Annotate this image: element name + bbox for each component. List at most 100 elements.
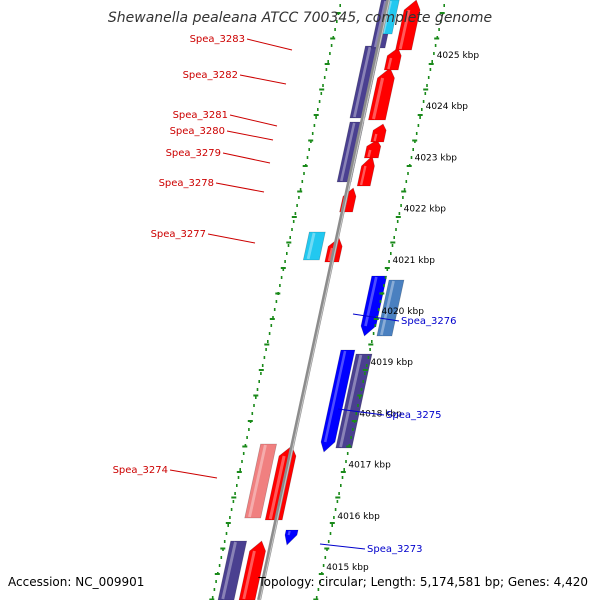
gene-feature-right-3 bbox=[376, 279, 405, 337]
tick-dot-right bbox=[336, 500, 339, 503]
gene-feature-left-9 bbox=[363, 139, 382, 159]
tick-dot-left bbox=[317, 108, 319, 111]
tick-mark-left bbox=[319, 88, 325, 91]
tick-dot-right bbox=[338, 492, 340, 495]
gene-leader-line bbox=[229, 114, 278, 127]
tick-dot-left bbox=[263, 356, 266, 359]
tick-dot-right bbox=[402, 196, 404, 199]
tick-dot-right bbox=[345, 460, 347, 463]
tick-dot-left bbox=[334, 28, 336, 31]
gene-feature-right-4 bbox=[284, 529, 299, 546]
tick-dot-left bbox=[329, 52, 331, 55]
tick-dot-left bbox=[215, 580, 217, 583]
tick-dot-right bbox=[379, 300, 382, 303]
tick-dot-right bbox=[319, 580, 321, 583]
tick-dot-right bbox=[403, 188, 406, 191]
tick-dot-left bbox=[330, 44, 333, 47]
tick-dot-left bbox=[336, 20, 338, 23]
tick-dot-left bbox=[294, 212, 297, 215]
gene-feature-left-3-shine bbox=[242, 550, 256, 600]
tick-mark-right bbox=[395, 216, 401, 218]
backbone-layer bbox=[257, 0, 391, 600]
tick-dot-left bbox=[325, 68, 328, 71]
tick-mark-right bbox=[423, 88, 429, 91]
tick-dot-right bbox=[364, 372, 366, 375]
tick-dot-right bbox=[433, 52, 435, 55]
tick-dot-left bbox=[265, 348, 267, 351]
tick-dot-left bbox=[289, 236, 291, 239]
tick-dot-left bbox=[273, 308, 276, 311]
tick-dot-left bbox=[223, 540, 226, 543]
gene-feature-left-13-shine bbox=[387, 57, 393, 70]
gene-leader-line bbox=[169, 469, 218, 479]
tick-dot-right bbox=[419, 116, 421, 119]
tick-mark-left bbox=[297, 190, 303, 193]
kbp-tick-label: 4015 kbp bbox=[326, 563, 369, 573]
gene-feature-left-12 bbox=[368, 67, 395, 121]
tick-dot-right bbox=[422, 100, 425, 103]
gene-label: Spea_3281 bbox=[173, 110, 228, 121]
tick-dot-left bbox=[291, 228, 293, 231]
gene-feature-left-8-shine bbox=[359, 165, 367, 186]
tick-dot-left bbox=[234, 492, 236, 495]
gene-label: Spea_3275 bbox=[386, 410, 441, 421]
gene-label: Spea_3273 bbox=[367, 544, 422, 555]
tick-dot-right bbox=[426, 84, 428, 87]
gene-feature-right-0 bbox=[320, 349, 356, 453]
kbp-tick-label: 4017 kbp bbox=[348, 461, 391, 471]
tick-dot-right bbox=[346, 452, 349, 455]
tick-dot-right bbox=[369, 348, 371, 351]
tick-dot-right bbox=[398, 212, 401, 215]
tick-dot-right bbox=[415, 132, 418, 135]
tick-dot-left bbox=[339, 4, 341, 7]
gene-leader-line bbox=[352, 313, 400, 322]
gene-feature-left-11-shine bbox=[353, 46, 372, 118]
tick-mark-right bbox=[368, 343, 374, 346]
tick-mark-right bbox=[401, 190, 407, 193]
tick-mark-left bbox=[225, 522, 231, 524]
tick-mark-left bbox=[220, 547, 226, 550]
gene-label: Spea_3280 bbox=[170, 126, 225, 137]
tick-dot-right bbox=[333, 516, 335, 519]
tick-dot-right bbox=[395, 228, 397, 231]
tick-dot-right bbox=[327, 540, 330, 543]
tick-dot-left bbox=[318, 100, 321, 103]
tick-dot-right bbox=[391, 244, 394, 247]
kbp-tick-label: 4022 kbp bbox=[404, 205, 447, 215]
tick-dot-right bbox=[324, 556, 327, 559]
gene-leader-line bbox=[222, 152, 271, 164]
map-title: Shewanella pealeana ATCC 700345, complet… bbox=[108, 10, 492, 26]
gene-leader-line bbox=[246, 38, 293, 51]
tick-dot-left bbox=[279, 284, 281, 287]
tick-mark-left bbox=[253, 394, 259, 397]
tick-dot-left bbox=[303, 172, 305, 175]
tick-mark-right bbox=[346, 445, 352, 448]
gene-feature-right-0-shine bbox=[323, 350, 347, 443]
tick-dot-left bbox=[268, 332, 271, 335]
tick-dot-right bbox=[340, 484, 342, 487]
tick-dot-right bbox=[434, 44, 437, 47]
tick-dot-left bbox=[213, 588, 216, 591]
tick-mark-left bbox=[242, 445, 248, 448]
tick-dot-left bbox=[227, 524, 229, 527]
tick-dot-right bbox=[367, 356, 370, 359]
tick-dot-left bbox=[220, 556, 223, 559]
gene-feature-left-12-shine bbox=[372, 77, 385, 120]
gene-leader-line bbox=[207, 233, 256, 244]
tick-dot-left bbox=[299, 188, 302, 191]
tick-mark-left bbox=[313, 114, 319, 116]
tick-dot-left bbox=[256, 388, 259, 391]
tick-dot-left bbox=[313, 124, 316, 127]
tick-mark-left bbox=[308, 139, 314, 142]
tick-mark-left bbox=[269, 318, 275, 320]
tick-dot-left bbox=[301, 180, 304, 183]
tick-dot-right bbox=[329, 532, 332, 535]
gene-feature-left-0-shine bbox=[248, 444, 267, 518]
tick-dot-right bbox=[396, 220, 399, 223]
tick-dot-right bbox=[334, 508, 337, 511]
gene-feature-left-2 bbox=[217, 540, 248, 600]
tick-mark-left bbox=[247, 420, 253, 422]
tick-dot-left bbox=[275, 300, 278, 303]
tick-mark-right bbox=[313, 598, 319, 600]
